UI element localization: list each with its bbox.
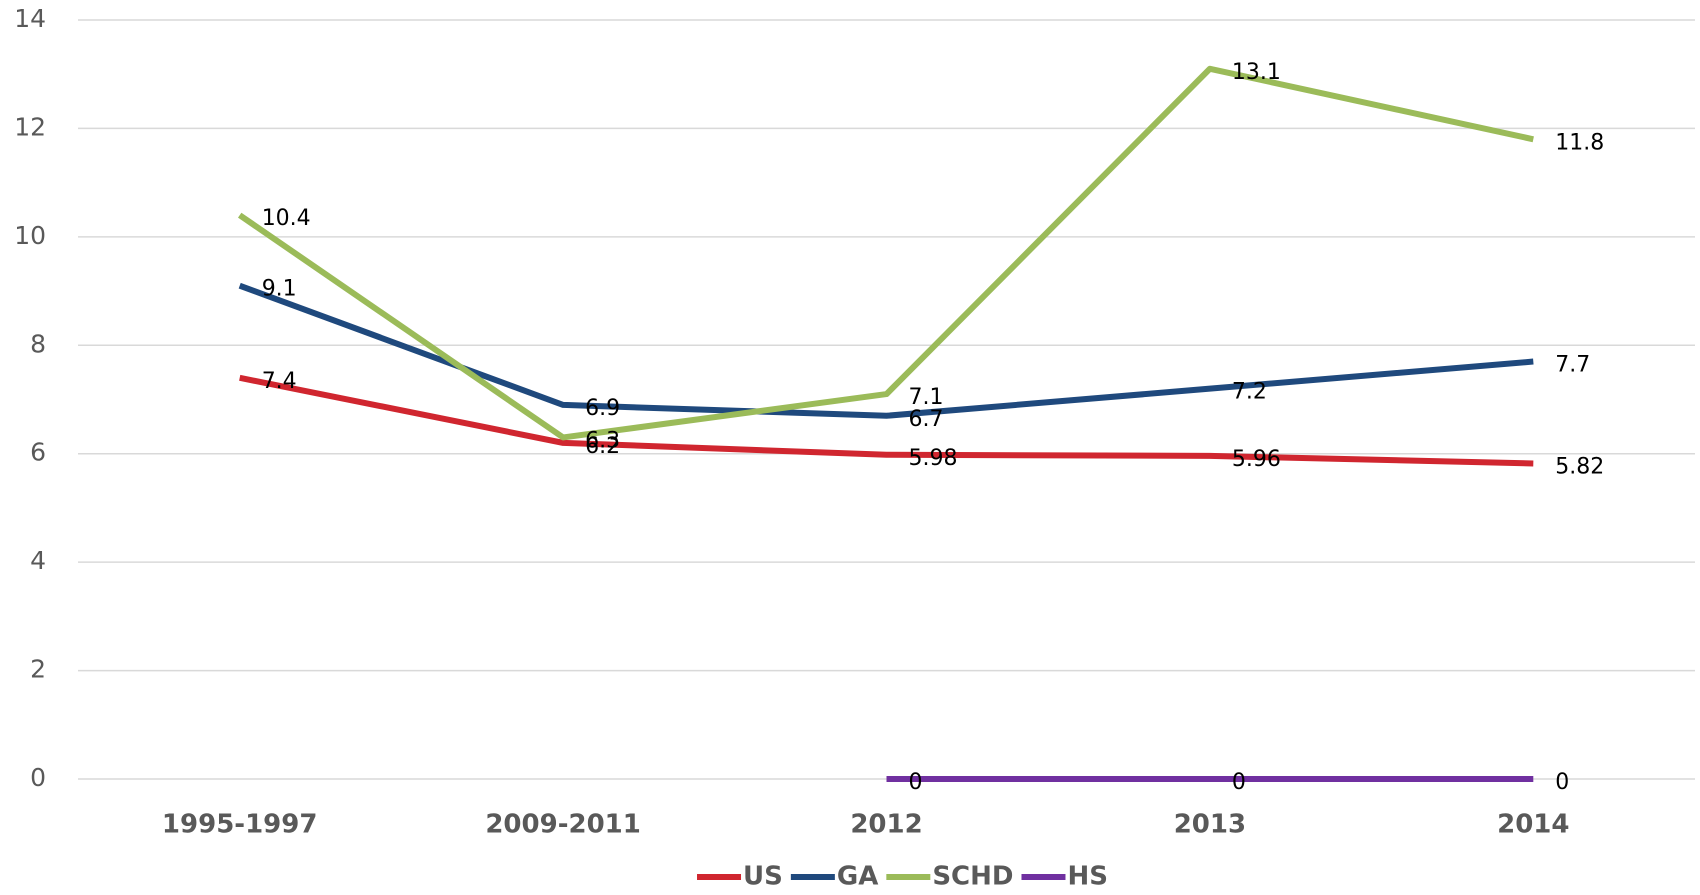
data-label: 7.1 (909, 385, 944, 410)
data-label: 5.96 (1232, 447, 1281, 472)
data-label: 6.3 (585, 428, 620, 453)
data-label: 13.1 (1232, 60, 1281, 85)
x-tick-label: 2009-2011 (485, 810, 641, 840)
y-tick-label: 10 (14, 221, 46, 250)
y-tick-label: 0 (30, 763, 46, 792)
data-label: 11.8 (1555, 130, 1604, 155)
data-label: 10.4 (262, 206, 311, 231)
x-tick-label: 1995-1997 (162, 810, 318, 840)
y-tick-label: 12 (14, 112, 46, 141)
line-series (238, 65, 1534, 441)
data-label: 6.9 (585, 396, 620, 421)
data-label: 5.98 (909, 446, 958, 471)
y-tick-label: 6 (30, 438, 46, 467)
y-tick-label: 4 (30, 546, 46, 575)
data-label: 7.4 (262, 369, 297, 394)
y-tick-label: 8 (30, 329, 46, 358)
legend-label: GA (837, 862, 878, 892)
legend-label: SCHD (932, 862, 1013, 892)
x-tick-label: 2012 (850, 810, 922, 840)
line-series (239, 374, 1534, 467)
data-label: 0 (1232, 770, 1246, 795)
legend-label: HS (1067, 862, 1108, 892)
data-label: 9.1 (262, 277, 297, 302)
x-tick-label: 2013 (1174, 810, 1246, 840)
y-tick-label: 2 (30, 655, 46, 684)
legend-label: US (743, 862, 783, 892)
data-label: 0 (909, 770, 923, 795)
data-label: 5.82 (1555, 454, 1604, 479)
y-tick-label: 14 (14, 4, 46, 33)
data-label: 7.7 (1555, 353, 1590, 378)
data-label: 6.2 (585, 434, 620, 459)
x-tick-label: 2014 (1497, 810, 1569, 840)
data-label: 0 (1555, 770, 1569, 795)
data-label: 6.7 (909, 407, 944, 432)
data-label: 7.2 (1232, 380, 1267, 405)
